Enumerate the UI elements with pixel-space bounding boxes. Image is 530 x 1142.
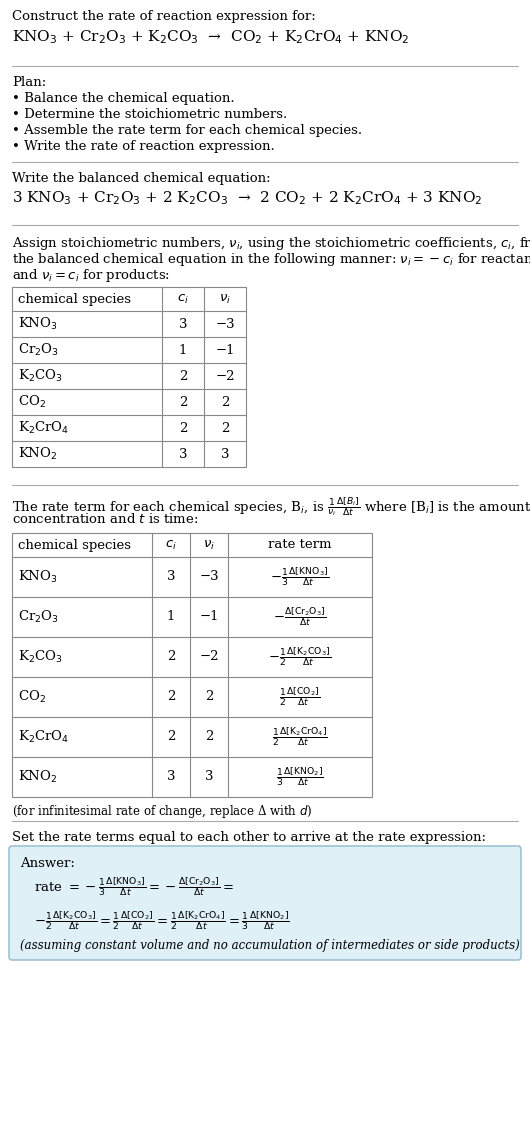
Text: The rate term for each chemical species, B$_i$, is $\frac{1}{\nu_i}\frac{\Delta[: The rate term for each chemical species,… [12, 494, 530, 518]
Text: −1: −1 [199, 611, 219, 624]
Text: 1: 1 [179, 344, 187, 356]
Text: $-\frac{\Delta[\mathrm{Cr_2O_3}]}{\Delta t}$: $-\frac{\Delta[\mathrm{Cr_2O_3}]}{\Delta… [273, 605, 326, 628]
Text: 1: 1 [167, 611, 175, 624]
Text: • Write the rate of reaction expression.: • Write the rate of reaction expression. [12, 140, 275, 153]
Text: $\frac{1}{2}\frac{\Delta[\mathrm{CO_2}]}{\Delta t}$: $\frac{1}{2}\frac{\Delta[\mathrm{CO_2}]}… [279, 685, 321, 708]
Text: $c_i$: $c_i$ [177, 292, 189, 306]
Text: KNO$_2$: KNO$_2$ [18, 445, 57, 463]
Text: concentration and $t$ is time:: concentration and $t$ is time: [12, 512, 198, 526]
Text: K$_2$CO$_3$: K$_2$CO$_3$ [18, 368, 63, 384]
Text: • Assemble the rate term for each chemical species.: • Assemble the rate term for each chemic… [12, 124, 362, 137]
Text: 2: 2 [179, 370, 187, 383]
Text: −2: −2 [199, 651, 219, 664]
Text: 2: 2 [167, 691, 175, 703]
Text: K$_2$CrO$_4$: K$_2$CrO$_4$ [18, 420, 69, 436]
Text: Assign stoichiometric numbers, $\nu_i$, using the stoichiometric coefficients, $: Assign stoichiometric numbers, $\nu_i$, … [12, 235, 530, 252]
Bar [12, 287, 246, 467]
Text: 3: 3 [179, 448, 187, 460]
Text: rate term: rate term [268, 539, 332, 552]
Text: 2: 2 [167, 651, 175, 664]
Text: Write the balanced chemical equation:: Write the balanced chemical equation: [12, 172, 271, 185]
Text: (for infinitesimal rate of change, replace Δ with $d$): (for infinitesimal rate of change, repla… [12, 803, 313, 820]
Text: Cr$_2$O$_3$: Cr$_2$O$_3$ [18, 609, 59, 625]
Text: 3: 3 [167, 571, 175, 584]
Text: Answer:: Answer: [20, 856, 75, 870]
Text: Cr$_2$O$_3$: Cr$_2$O$_3$ [18, 341, 59, 359]
Text: CO$_2$: CO$_2$ [18, 689, 46, 705]
FancyBboxPatch shape [9, 846, 521, 960]
Text: chemical species: chemical species [18, 292, 131, 306]
Text: KNO$_3$: KNO$_3$ [18, 569, 58, 585]
Text: −2: −2 [215, 370, 235, 383]
Text: chemical species: chemical species [18, 539, 131, 552]
Text: 3: 3 [179, 317, 187, 330]
Text: KNO$_3$: KNO$_3$ [18, 316, 58, 332]
Text: −1: −1 [215, 344, 235, 356]
Text: KNO$_2$: KNO$_2$ [18, 769, 57, 785]
Text: 3: 3 [205, 771, 213, 783]
Text: CO$_2$: CO$_2$ [18, 394, 46, 410]
Text: $\nu_i$: $\nu_i$ [219, 292, 231, 306]
Text: the balanced chemical equation in the following manner: $\nu_i = -c_i$ for react: the balanced chemical equation in the fo… [12, 251, 530, 268]
Text: $-\frac{1}{2}\frac{\Delta[\mathrm{K_2CO_3}]}{\Delta t}$: $-\frac{1}{2}\frac{\Delta[\mathrm{K_2CO_… [269, 645, 331, 668]
Text: 2: 2 [221, 395, 229, 409]
Text: K$_2$CO$_3$: K$_2$CO$_3$ [18, 649, 63, 665]
Text: KNO$_3$ + Cr$_2$O$_3$ + K$_2$CO$_3$  →  CO$_2$ + K$_2$CrO$_4$ + KNO$_2$: KNO$_3$ + Cr$_2$O$_3$ + K$_2$CO$_3$ → CO… [12, 29, 410, 46]
Text: $c_i$: $c_i$ [165, 538, 177, 552]
Text: K$_2$CrO$_4$: K$_2$CrO$_4$ [18, 729, 69, 745]
Text: • Balance the chemical equation.: • Balance the chemical equation. [12, 93, 235, 105]
Text: rate $= -\frac{1}{3}\frac{\Delta[\mathrm{KNO_3}]}{\Delta t} = -\frac{\Delta[\mat: rate $= -\frac{1}{3}\frac{\Delta[\mathrm… [34, 875, 234, 898]
Text: $\nu_i$: $\nu_i$ [203, 538, 215, 552]
Text: Construct the rate of reaction expression for:: Construct the rate of reaction expressio… [12, 10, 316, 23]
Text: $-\frac{1}{3}\frac{\Delta[\mathrm{KNO_3}]}{\Delta t}$: $-\frac{1}{3}\frac{\Delta[\mathrm{KNO_3}… [270, 565, 330, 588]
Text: 2: 2 [179, 395, 187, 409]
Text: 2: 2 [179, 421, 187, 434]
Text: • Determine the stoichiometric numbers.: • Determine the stoichiometric numbers. [12, 108, 287, 121]
Text: −3: −3 [199, 571, 219, 584]
Text: (assuming constant volume and no accumulation of intermediates or side products): (assuming constant volume and no accumul… [20, 939, 520, 952]
Text: 3: 3 [221, 448, 229, 460]
Text: 2: 2 [167, 731, 175, 743]
Text: Set the rate terms equal to each other to arrive at the rate expression:: Set the rate terms equal to each other t… [12, 831, 486, 844]
Text: 2: 2 [221, 421, 229, 434]
Text: 3 KNO$_3$ + Cr$_2$O$_3$ + 2 K$_2$CO$_3$  →  2 CO$_2$ + 2 K$_2$CrO$_4$ + 3 KNO$_2: 3 KNO$_3$ + Cr$_2$O$_3$ + 2 K$_2$CO$_3$ … [12, 188, 482, 207]
Text: 2: 2 [205, 691, 213, 703]
Text: −3: −3 [215, 317, 235, 330]
Text: $\frac{1}{2}\frac{\Delta[\mathrm{K_2CrO_4}]}{\Delta t}$: $\frac{1}{2}\frac{\Delta[\mathrm{K_2CrO_… [272, 725, 328, 748]
Text: Plan:: Plan: [12, 77, 46, 89]
Text: $\frac{1}{3}\frac{\Delta[\mathrm{KNO_2}]}{\Delta t}$: $\frac{1}{3}\frac{\Delta[\mathrm{KNO_2}]… [276, 765, 324, 788]
Text: $-\frac{1}{2}\frac{\Delta[\mathrm{K_2CO_3}]}{\Delta t} = \frac{1}{2}\frac{\Delta: $-\frac{1}{2}\frac{\Delta[\mathrm{K_2CO_… [34, 909, 290, 932]
Bar [12, 533, 372, 797]
Text: 2: 2 [205, 731, 213, 743]
Text: 3: 3 [167, 771, 175, 783]
Text: and $\nu_i = c_i$ for products:: and $\nu_i = c_i$ for products: [12, 267, 170, 284]
